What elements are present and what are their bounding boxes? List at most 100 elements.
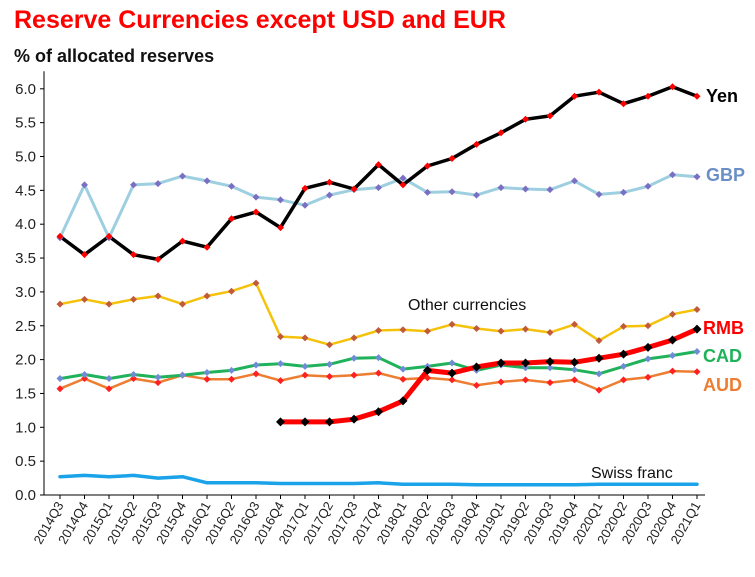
data-point-cad [546,364,554,372]
data-point-aud [301,371,309,379]
data-point-yen [179,237,186,245]
chart-subtitle: % of allocated reserves [14,46,214,66]
series-line-swiss-franc [58,473,699,487]
data-point-aud [571,376,578,384]
data-point-cad [326,360,333,368]
data-point-gbp [522,185,529,193]
y-tick-label: 2.0 [15,352,36,369]
data-point-aud [620,376,627,384]
data-point-aud [154,379,162,387]
data-point-yen [473,140,480,148]
data-point-gbp [203,177,211,185]
data-point-aud [81,375,88,383]
data-point-yen [277,224,284,232]
data-point-gbp [497,184,505,192]
data-point-cad [669,352,676,360]
data-point-gbp [693,173,701,181]
data-point-yen [130,251,137,259]
data-point-gbp [644,182,652,190]
data-point-yen [203,243,211,251]
data-point-aud [130,375,137,383]
data-point-gbp [81,181,88,189]
data-point-yen [546,112,554,120]
data-point-other-currencies [350,334,358,342]
data-point-rmb [325,417,334,427]
data-point-yen [669,83,676,91]
data-point-other-currencies [179,300,186,308]
data-point-other-currencies [301,334,309,342]
data-point-other-currencies [497,327,505,335]
data-point-cad [105,375,113,383]
data-point-gbp [546,186,554,194]
data-point-gbp [277,196,284,204]
data-point-gbp [130,181,137,189]
series-label-gbp: GBP [706,165,745,185]
series-label-yen: Yen [706,86,738,106]
data-point-aud [277,377,284,385]
series-label-other-currencies: Other currencies [408,297,526,314]
y-tick-label: 5.5 [15,115,36,132]
data-point-other-currencies [546,329,554,337]
data-point-gbp [571,177,578,185]
data-point-other-currencies [448,320,456,328]
y-tick-label: 0.0 [15,487,36,504]
series-label-aud: AUD [703,375,742,395]
data-point-yen [399,181,407,189]
data-point-other-currencies [595,337,603,345]
data-point-aud [326,373,333,381]
y-tick-label: 1.5 [15,385,36,402]
data-point-cad [448,359,456,367]
data-point-rmb [619,349,628,359]
data-point-yen [448,155,456,163]
y-tick-label: 3.0 [15,284,36,301]
chart-title: Reserve Currencies except USD and EUR [14,6,506,34]
data-point-cad [130,370,137,378]
y-tick-label: 2.5 [15,318,36,335]
data-point-gbp [620,188,627,196]
data-point-yen [595,88,603,96]
data-point-other-currencies [693,306,701,314]
data-point-gbp [179,172,186,180]
data-point-yen [252,208,260,216]
data-point-yen [326,178,333,186]
y-tick-label: 6.0 [15,81,36,98]
data-point-aud [399,375,407,383]
data-point-aud [228,375,235,383]
data-point-cad [644,355,652,363]
data-point-cad [179,371,186,379]
data-point-aud [546,379,554,387]
data-point-cad [203,368,211,376]
data-point-rmb [423,365,432,375]
data-point-gbp [326,191,333,199]
data-point-cad [375,354,382,362]
data-point-cad [81,370,88,378]
data-point-rmb [668,335,677,345]
data-point-rmb [594,353,604,363]
data-point-yen [228,215,235,223]
data-point-yen [424,162,431,170]
data-point-other-currencies [105,300,113,308]
data-point-cad [620,362,627,370]
data-point-other-currencies [399,326,407,334]
data-point-aud [644,373,652,381]
data-point-aud [473,381,480,389]
data-point-other-currencies [130,295,137,303]
y-tick-label: 5.0 [15,149,36,166]
data-point-yen [301,184,309,192]
series-lines [58,85,700,487]
data-point-yen [620,100,627,108]
data-point-aud [350,371,358,379]
data-point-cad [56,375,64,383]
data-point-yen [497,129,505,137]
data-point-other-currencies [375,326,382,334]
data-point-other-currencies [424,327,431,335]
data-point-gbp [424,188,431,196]
series-line-rmb [278,326,700,425]
y-tick-label: 4.0 [15,216,36,233]
data-point-rmb [521,358,530,368]
data-point-cad [350,354,358,362]
data-point-cad [252,361,260,369]
data-point-other-currencies [669,310,676,318]
data-point-rmb [692,324,702,334]
